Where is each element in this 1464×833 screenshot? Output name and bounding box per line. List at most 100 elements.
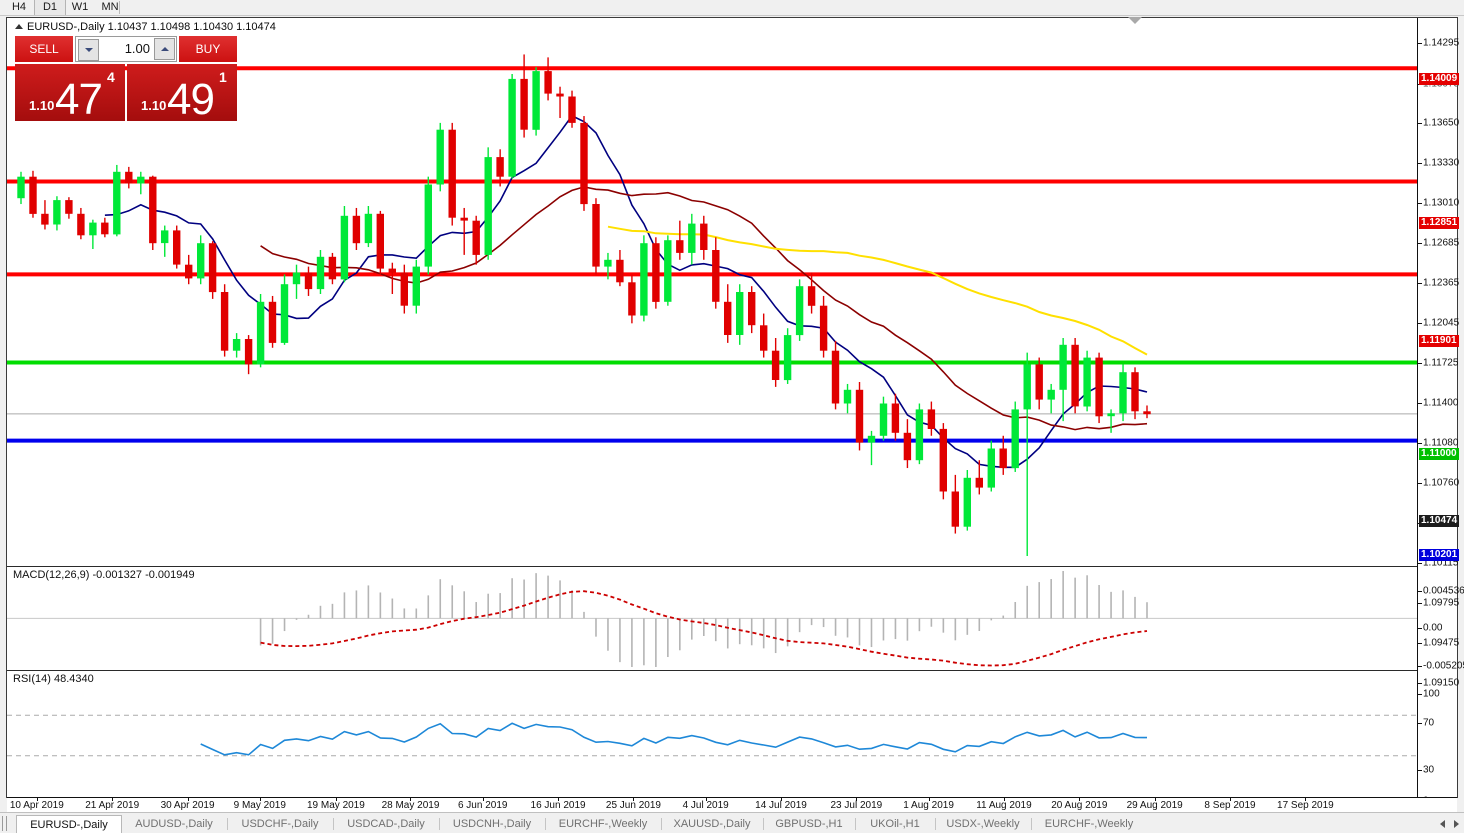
axis-tick-mark bbox=[1418, 323, 1422, 324]
symbol-tab-bar[interactable]: EURUSD-,Daily AUDUSD-,Daily USDCHF-,Daily U… bbox=[0, 812, 1464, 833]
price-level-label-blue[interactable]: 1.10201 bbox=[1419, 549, 1460, 561]
time-axis[interactable]: 10 Apr 2019 21 Apr 2019 30 Apr 2019 9 May 2… bbox=[7, 797, 1457, 814]
symbol-tab-usdchf--daily[interactable]: USDCHF-,Daily bbox=[241, 818, 319, 830]
buy-price-box[interactable]: 1.10 49 1 bbox=[127, 64, 237, 121]
timeframe-button-w1[interactable]: W1 bbox=[71, 1, 89, 13]
time-axis-tick: 4 Jul 2019 bbox=[682, 800, 729, 811]
axis-tick-mark bbox=[1154, 798, 1156, 801]
sell-price-pips: 47 bbox=[55, 75, 103, 121]
axis-tick-mark bbox=[187, 798, 189, 801]
chevron-left-icon bbox=[1440, 820, 1445, 828]
axis-tick-mark bbox=[1418, 203, 1422, 204]
symbol-tab-usdcad--daily[interactable]: USDCAD-,Daily bbox=[347, 818, 425, 830]
price-axis-tick: 70 bbox=[1423, 717, 1435, 729]
price-axis-tick: 1.09795 bbox=[1423, 597, 1460, 609]
symbol-tab-ukoil--h1[interactable]: UKOil-,H1 bbox=[870, 818, 920, 830]
symbol-tab-xauusd--daily[interactable]: XAUUSD-,Daily bbox=[673, 818, 751, 830]
tab-scroll-right-button[interactable] bbox=[1452, 818, 1462, 830]
time-axis-tick: 16 Jun 2019 bbox=[530, 800, 586, 811]
axis-tick-mark bbox=[482, 798, 484, 801]
rsi-chart-svg bbox=[7, 714, 1417, 757]
axis-tick-mark bbox=[1418, 363, 1422, 364]
price-axis-tick: 1.14295 bbox=[1423, 37, 1460, 49]
axis-tick-mark bbox=[558, 798, 560, 801]
axis-tick-mark bbox=[1305, 798, 1307, 801]
timeframe-button-h4[interactable]: H4 bbox=[11, 1, 27, 13]
price-level-label-green[interactable]: 1.11000 bbox=[1419, 448, 1459, 460]
axis-tick-mark bbox=[1418, 563, 1422, 564]
rsi-label: RSI(14) 48.4340 bbox=[13, 673, 94, 685]
collapse-triangle-icon[interactable] bbox=[15, 24, 23, 29]
time-axis-tick: 19 May 2019 bbox=[306, 800, 365, 811]
axis-tick-mark bbox=[1418, 483, 1422, 484]
price-level-label-black[interactable]: 1.10474 bbox=[1419, 515, 1460, 527]
chevron-down-icon bbox=[84, 48, 93, 52]
price-level-label-red[interactable]: 1.12851 bbox=[1419, 217, 1460, 229]
axis-tick-mark bbox=[1418, 694, 1422, 695]
price-axis-tick: 1.11400 bbox=[1423, 397, 1459, 409]
axis-tick-mark bbox=[705, 798, 707, 801]
time-axis-tick: 28 May 2019 bbox=[381, 800, 440, 811]
one-click-trading-panel[interactable]: SELL 1.00 BUY 1.10 47 4 1.10 49 1 bbox=[15, 36, 237, 121]
axis-tick-mark bbox=[36, 798, 38, 801]
time-axis-tick: 17 Sep 2019 bbox=[1277, 800, 1334, 811]
time-axis-tick: 1 Aug 2019 bbox=[903, 800, 954, 811]
axis-tick-mark bbox=[1003, 798, 1005, 801]
macd-pane[interactable]: MACD(12,26,9) -0.001327 -0.001949 bbox=[7, 566, 1417, 673]
rsi-pane[interactable]: RSI(14) 48.4340 bbox=[7, 670, 1417, 795]
tab-separator bbox=[763, 818, 764, 830]
symbol-tab-usdcnh--daily[interactable]: USDCNH-,Daily bbox=[452, 818, 532, 830]
tab-separator bbox=[1031, 818, 1032, 830]
timeframe-button-d1[interactable]: D1 bbox=[34, 0, 66, 15]
timeframe-button-mn[interactable]: MN bbox=[101, 1, 119, 13]
volume-increase-button[interactable] bbox=[154, 38, 175, 60]
axis-tick-mark bbox=[1418, 666, 1422, 667]
chart-scroll-marker-icon[interactable] bbox=[1128, 17, 1142, 24]
axis-tick-mark bbox=[1079, 798, 1081, 801]
price-axis-tick: 1.12685 bbox=[1423, 237, 1460, 249]
price-level-label-red[interactable]: 1.11901 bbox=[1419, 335, 1459, 347]
chevron-right-icon bbox=[1454, 820, 1459, 828]
axis-tick-mark bbox=[1418, 643, 1422, 644]
tab-separator bbox=[439, 818, 440, 830]
sell-button[interactable]: SELL bbox=[15, 36, 73, 62]
one-click-trading-controls: SELL 1.00 BUY bbox=[15, 36, 237, 62]
time-axis-tick: 9 May 2019 bbox=[233, 800, 286, 811]
tab-separator bbox=[855, 818, 856, 830]
symbol-tab-eurusd--daily[interactable]: EURUSD-,Daily bbox=[16, 815, 122, 833]
axis-tick-mark bbox=[1418, 723, 1422, 724]
axis-tick-mark bbox=[1418, 591, 1422, 592]
axis-tick-mark bbox=[1418, 770, 1422, 771]
axis-tick-mark bbox=[259, 798, 261, 801]
price-axis-tick: 0.004536 bbox=[1423, 585, 1464, 597]
volume-decrease-button[interactable] bbox=[78, 39, 99, 61]
price-pane[interactable] bbox=[7, 18, 1417, 564]
price-level-label-red[interactable]: 1.14009 bbox=[1419, 73, 1460, 85]
macd-chart-svg bbox=[7, 570, 1417, 673]
symbol-tab-eurchf--weekly[interactable]: EURCHF-,Weekly bbox=[1044, 818, 1134, 830]
symbol-tab-usdx--weekly[interactable]: USDX-,Weekly bbox=[946, 818, 1020, 830]
symbol-tab-gbpusd--h1[interactable]: GBPUSD-,H1 bbox=[775, 818, 843, 830]
tab-bar-grip[interactable] bbox=[2, 816, 7, 831]
price-axis-tick: 100 bbox=[1423, 688, 1440, 700]
volume-input[interactable]: 1.00 bbox=[75, 36, 177, 62]
tab-scroll-left-button[interactable] bbox=[1438, 818, 1448, 830]
time-axis-tick: 25 Jun 2019 bbox=[605, 800, 661, 811]
symbol-tab-eurchf--weekly[interactable]: EURCHF-,Weekly bbox=[558, 818, 648, 830]
symbol-tab-audusd--daily[interactable]: AUDUSD-,Daily bbox=[135, 818, 213, 830]
axis-tick-mark bbox=[1418, 123, 1422, 124]
time-axis-tick: 29 Aug 2019 bbox=[1126, 800, 1183, 811]
buy-price-prefix: 1.10 bbox=[141, 98, 167, 113]
axis-tick-mark bbox=[928, 798, 930, 801]
sell-price-box[interactable]: 1.10 47 4 bbox=[15, 64, 125, 121]
buy-price-pips: 49 bbox=[167, 75, 215, 121]
axis-tick-mark bbox=[633, 798, 635, 801]
axis-tick-mark bbox=[1418, 283, 1422, 284]
time-axis-tick: 10 Apr 2019 bbox=[9, 800, 64, 811]
buy-button[interactable]: BUY bbox=[179, 36, 237, 62]
price-axis[interactable]: 1.142951.139751.136501.133301.130101.126… bbox=[1417, 18, 1464, 807]
time-axis-tick: 11 Aug 2019 bbox=[976, 800, 1032, 811]
price-axis-tick: 1.11725 bbox=[1423, 357, 1459, 369]
chart-window[interactable]: EURUSD-,Daily 1.10437 1.10498 1.10430 1.… bbox=[6, 17, 1464, 814]
axis-tick-mark bbox=[1418, 443, 1422, 444]
